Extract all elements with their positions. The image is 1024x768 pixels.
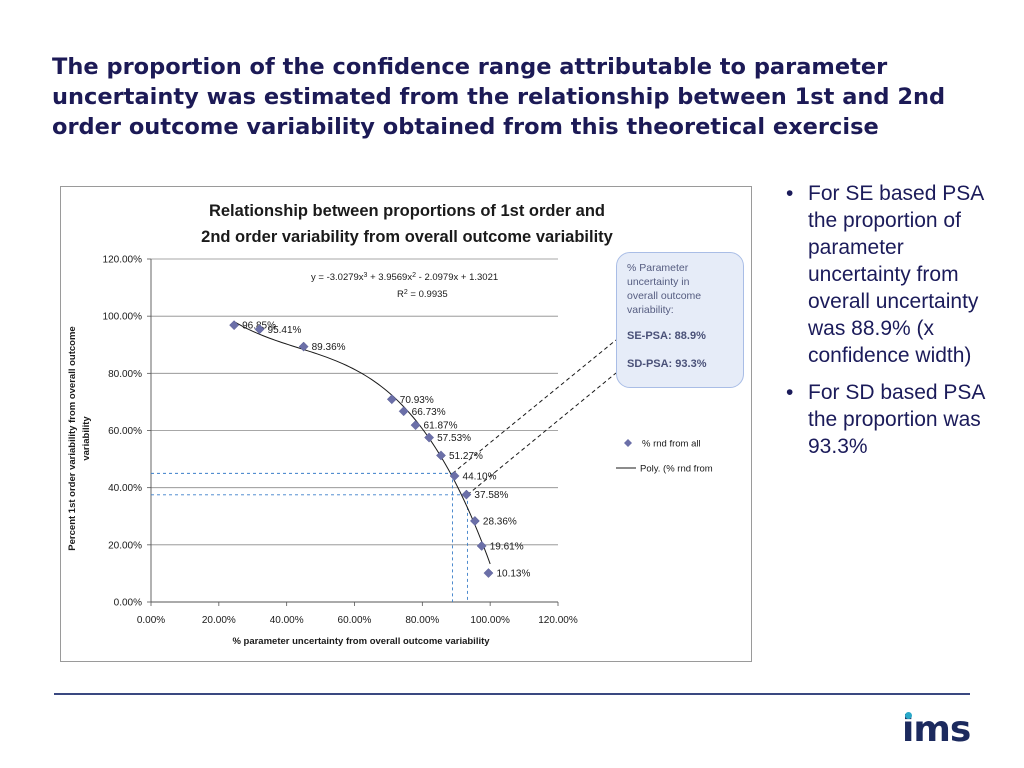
data-point [461,489,472,500]
x-tick-label: 0.00% [137,615,165,626]
data-label: 61.87% [424,421,458,432]
data-label: 66.73% [412,407,446,418]
data-label: 28.36% [483,516,517,527]
callout-se-psa: SE-PSA: 88.9% [627,330,706,342]
callout-connector-se [452,339,617,474]
chart-title-line: Relationship between proportions of 1st … [209,202,605,220]
data-label: 89.36% [312,342,346,353]
y-tick-label: 20.00% [108,540,142,551]
trendline-r-squared: R2 = 0.9935 [397,289,448,301]
data-point [386,394,397,405]
bullet-item-se: • For SE based PSA the proportion of par… [786,180,986,369]
y-axis-label-line: Percent 1st order variability from overa… [67,326,78,550]
data-point [436,450,446,461]
data-point [254,324,265,335]
x-tick-label: 20.00% [202,615,236,626]
y-tick-label: 120.00% [103,255,143,266]
data-point [298,341,309,352]
bullet-text-sd: For SD based PSA the proportion was 93.3… [808,381,985,458]
logo-text: ims [902,709,971,750]
bullet-glyph: • [786,182,794,205]
y-axis-label-line: variability [81,416,92,461]
data-label: 57.53% [437,433,471,444]
data-label: 44.10% [463,471,497,482]
trendline [233,321,491,565]
legend-label: Poly. (% rnd from [640,464,713,475]
bullet-glyph: • [786,381,794,404]
callout-line-1: % Parameter [627,262,689,274]
data-point [469,515,480,526]
trendline-equation: y = -3.0279x3 + 3.9569x2 - 2.0979x + 1.3… [311,272,498,284]
y-tick-label: 100.00% [103,312,143,323]
x-tick-label: 60.00% [338,615,372,626]
callout-sd-psa: SD-PSA: 93.3% [627,358,707,370]
y-tick-label: 80.00% [108,369,142,380]
chart-frame: Relationship between proportions of 1st … [60,186,752,662]
chart-svg: Relationship between proportions of 1st … [67,202,713,647]
y-tick-label: 60.00% [108,426,142,437]
x-tick-label: 40.00% [270,615,304,626]
data-point [229,320,240,331]
x-tick-label: 80.00% [405,615,439,626]
x-tick-label: 100.00% [470,615,510,626]
data-label: 10.13% [496,569,530,580]
data-point [476,540,487,551]
y-tick-label: 40.00% [108,483,142,494]
data-label: 37.58% [474,490,508,501]
y-axis-label: Percent 1st order variability from overa… [67,326,92,550]
data-point [424,432,435,443]
bullet-text-se: For SE based PSA the proportion of param… [808,182,984,367]
data-point [410,420,421,431]
legend-marker-diamond [624,439,632,447]
data-point [449,470,460,481]
y-tick-label: 0.00% [114,598,142,609]
callout-line-4: variability: [627,304,674,316]
callout-line-2: uncertainty in [627,276,690,288]
footer-rule [54,693,970,695]
bullet-item-sd: • For SD based PSA the proportion was 93… [786,379,986,460]
data-label: 70.93% [400,395,434,406]
slide-title: The proportion of the confidence range a… [52,54,946,140]
legend-label: % rnd from all [642,439,701,450]
x-axis-label: % parameter uncertainty from overall out… [232,636,490,647]
callout-line-3: overall outcome [627,290,702,302]
ims-logo: ims [902,709,971,750]
callout-lines: % Parameter uncertainty in overall outco… [627,261,733,317]
data-point [398,406,409,417]
data-label: 51.27% [449,451,483,462]
chart-title-line: 2nd order variability from overall outco… [201,228,614,246]
x-tick-label: 120.00% [538,615,578,626]
logo-dot-icon [905,712,912,719]
data-point [483,568,494,578]
data-label: 95.41% [268,325,302,336]
data-label: 19.61% [490,541,524,552]
bullet-list: • For SE based PSA the proportion of par… [786,180,986,470]
parameter-uncertainty-callout: % Parameter uncertainty in overall outco… [616,252,744,388]
